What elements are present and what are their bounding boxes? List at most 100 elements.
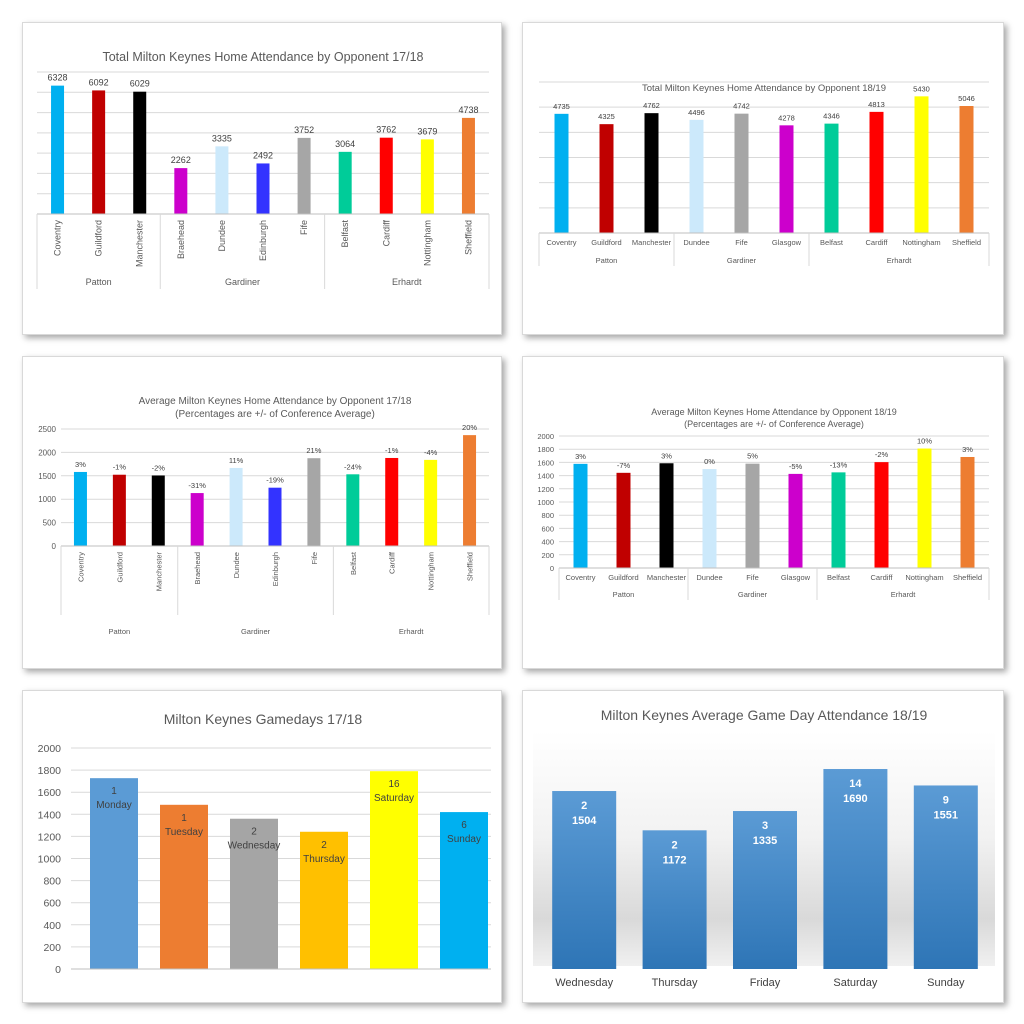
bar-value-label: 1335 (753, 835, 777, 847)
bar-coventry (574, 464, 588, 568)
y-tick-label: 600 (541, 524, 554, 533)
bar-games-label: 3 (762, 820, 768, 832)
bar-category-label: Tuesday (165, 827, 203, 838)
chart-title: Total Milton Keynes Home Attendance by O… (642, 83, 886, 94)
bar-belfast (825, 124, 839, 233)
data-label: 10% (917, 437, 932, 446)
bar-guildford (92, 90, 105, 214)
data-label: 3064 (335, 139, 355, 149)
y-tick-label: 1000 (537, 498, 554, 507)
bar-category-label: Monday (96, 800, 132, 811)
category-label: Belfast (349, 551, 358, 575)
bar-fife (298, 138, 311, 214)
category-label: Glasgow (772, 238, 802, 247)
bar-dundee (690, 120, 704, 233)
chart-panel-gamedays-1718: Milton Keynes Gamedays 17/18 0 200 400 600 80… (22, 690, 502, 1003)
y-tick-label: 500 (43, 519, 57, 528)
bar-games-label: 9 (943, 794, 949, 806)
data-label: -13% (830, 460, 848, 469)
data-label: 6092 (89, 77, 109, 87)
y-tick-label: 1500 (38, 472, 56, 481)
category-label: Manchester (154, 552, 163, 592)
bar-edinburgh (269, 488, 282, 546)
chart-title: (Percentages are +/- of Conference Avera… (684, 419, 864, 429)
category-label: Sheffield (953, 573, 982, 582)
bar-manchester (645, 113, 659, 233)
bar-games-label: 14 (849, 778, 862, 790)
bar-dundee (215, 146, 228, 214)
bar-guildford (617, 473, 631, 568)
chart-total-1718: Total Milton Keynes Home Attendance by O… (23, 23, 503, 336)
group-label: Patton (596, 256, 618, 265)
bar-games-label: 2 (321, 840, 327, 851)
bar-manchester (660, 463, 674, 568)
bar-cardiff (870, 112, 884, 233)
data-label: -5% (789, 462, 803, 471)
y-tick-label: 1800 (537, 445, 554, 454)
bar-cardiff (875, 462, 889, 568)
y-tick-label: 2000 (537, 432, 554, 441)
bar-fife (735, 114, 749, 233)
group-label: Patton (86, 277, 112, 287)
category-label: Braehead (193, 552, 202, 585)
data-label: 3% (661, 451, 672, 460)
chart-title: Average Milton Keynes Home Attendance by… (139, 396, 412, 407)
category-label: Cardiff (871, 573, 894, 582)
category-label: Manchester (632, 238, 672, 247)
bar-fife (307, 458, 320, 546)
group-label: Patton (109, 627, 131, 636)
chart-panel-total-1718: Total Milton Keynes Home Attendance by O… (22, 22, 502, 335)
bar-dundee (230, 468, 243, 546)
category-label: Dundee (696, 573, 722, 582)
bar-sheffield (462, 118, 475, 214)
bar-games-label: 1 (181, 813, 187, 824)
bar-belfast (339, 152, 352, 214)
category-label: Guildford (591, 238, 621, 247)
group-label: Erhardt (392, 277, 422, 287)
bar-value-label: 1690 (843, 793, 867, 805)
data-label: -19% (266, 476, 284, 485)
category-label: Nottingham (422, 220, 432, 266)
category-label: Coventry (76, 552, 85, 582)
chart-panel-average-1819: Average Milton Keynes Home Attendance by… (522, 356, 1004, 669)
group-label: Erhardt (891, 590, 917, 599)
data-label: 4346 (823, 112, 840, 121)
category-label: Sunday (927, 977, 965, 989)
bar-category-label: Thursday (303, 854, 345, 865)
bar-manchester (152, 475, 165, 546)
group-label: Erhardt (399, 627, 425, 636)
data-label: 4496 (688, 108, 705, 117)
data-label: 6328 (48, 73, 68, 83)
data-label: 3752 (294, 125, 314, 135)
category-label: Sheffield (466, 552, 475, 581)
chart-gameday-average-1819: Milton Keynes Average Game Day Attendanc… (523, 691, 1005, 1004)
bar-category-label: Saturday (374, 793, 414, 804)
bar-category-label: Sunday (447, 834, 481, 845)
category-label: Belfast (340, 220, 350, 248)
category-label: Nottingham (902, 238, 940, 247)
data-label: 4735 (553, 102, 570, 111)
data-label: 3762 (376, 125, 396, 135)
bar-glasgow (789, 474, 803, 568)
bar-cardiff (385, 458, 398, 546)
category-label: Braehead (176, 220, 186, 259)
data-label: 5046 (958, 94, 975, 103)
category-label: Edinburgh (271, 552, 280, 586)
bar-games-label: 2 (672, 839, 678, 851)
bar-value-label: 1551 (934, 809, 958, 821)
data-label: 3% (575, 452, 586, 461)
y-tick-label: 1200 (537, 485, 554, 494)
data-label: -2% (875, 450, 889, 459)
chart-total-1819: Total Milton Keynes Home Attendance by O… (523, 23, 1005, 336)
y-tick-label: 0 (55, 964, 61, 976)
chart-title: (Percentages are +/- of Conference Avera… (175, 409, 375, 420)
data-label: 20% (462, 423, 477, 432)
data-label: 2492 (253, 150, 273, 160)
data-label: 3679 (417, 126, 437, 136)
data-label: -4% (424, 448, 438, 457)
y-tick-label: 0 (550, 564, 554, 573)
category-label: Dundee (683, 238, 709, 247)
bar-braehead (191, 493, 204, 546)
bar-sheffield (960, 106, 974, 233)
group-label: Gardiner (241, 627, 271, 636)
